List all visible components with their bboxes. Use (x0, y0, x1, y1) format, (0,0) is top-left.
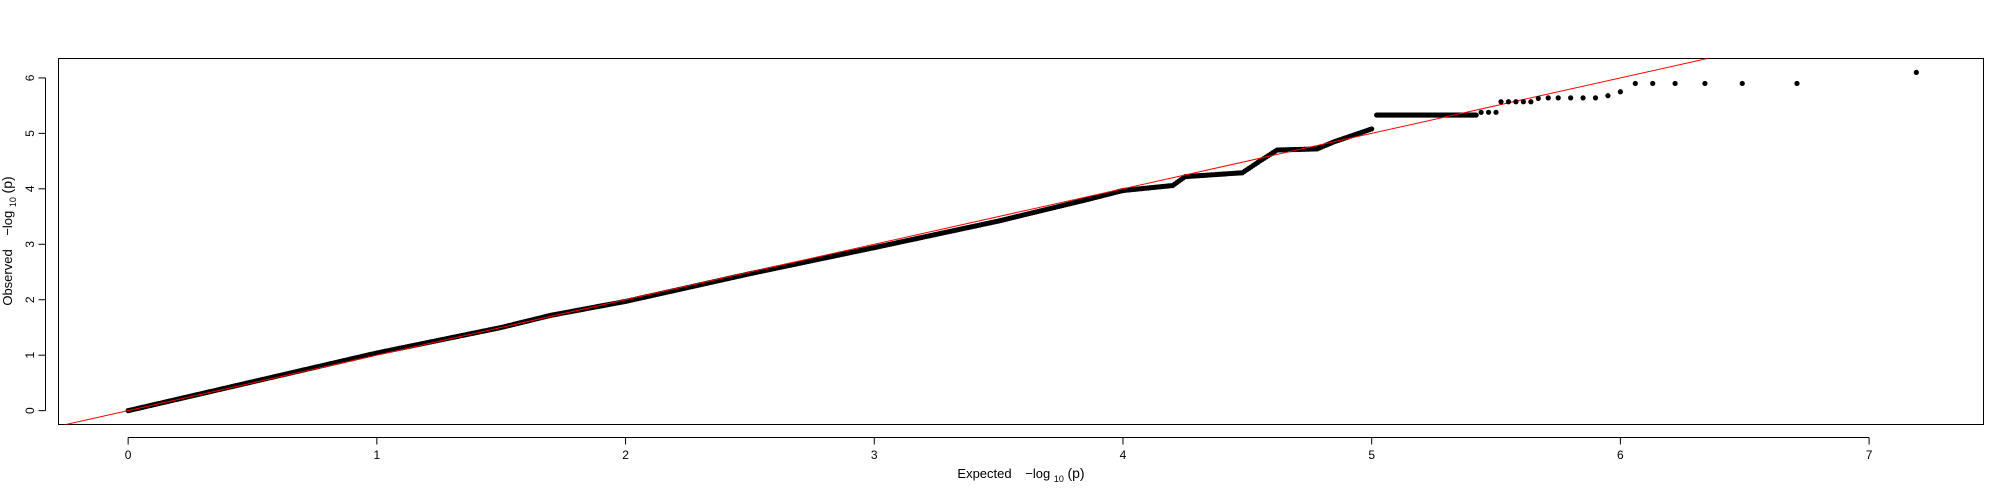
qq-tail-point (1605, 93, 1611, 99)
x-tick-label: 5 (1368, 448, 1375, 462)
x-tick-label: 4 (1120, 448, 1127, 462)
qq-tail-point (1794, 80, 1800, 87)
qq-tail-point (1520, 99, 1526, 105)
qq-tail-point (1617, 89, 1623, 95)
y-tick-label: 3 (23, 241, 37, 248)
x-axis-expr-prefix: −log (1025, 466, 1050, 481)
qq-tail-point (1672, 80, 1678, 87)
axes: 0 1 2 3 4 5 6 7 0 1 2 3 4 5 6 (23, 74, 1873, 462)
qq-tail-point (1913, 69, 1919, 75)
x-tick-label: 1 (374, 448, 381, 462)
y-tick-label: 6 (23, 74, 37, 81)
y-tick-label: 2 (23, 296, 37, 303)
qq-tail-point (1535, 95, 1541, 102)
qq-tail-point (1555, 95, 1561, 101)
y-tick-label: 5 (23, 130, 37, 137)
x-axis-label: Expected (957, 466, 1011, 481)
qq-tail-point (1513, 99, 1519, 105)
y-tick-label: 4 (23, 185, 37, 192)
qq-tail-point (1580, 95, 1586, 101)
x-tick-label: 6 (1617, 448, 1624, 462)
qq-tail-point (1650, 80, 1656, 87)
x-axis-expr-argument: (p) (1067, 465, 1084, 481)
x-tick-label: 7 (1866, 448, 1873, 462)
qq-tail-point (1528, 99, 1534, 105)
plot-frame (58, 58, 1984, 425)
qq-tail-point (1478, 109, 1484, 115)
y-axis-label: Observed (0, 249, 15, 305)
qq-tail-point (1498, 99, 1504, 105)
qq-tail-point (1545, 95, 1551, 101)
y-axis-expr-subscript: 10 (8, 197, 18, 207)
y-tick-label: 1 (23, 352, 37, 359)
x-axis-expr-subscript: 10 (1054, 474, 1064, 484)
y-axis-expr-prefix: −log (0, 211, 15, 236)
y-tick-label: 0 (23, 407, 37, 414)
qq-tail-point (1739, 80, 1745, 87)
qq-point (1473, 112, 1479, 118)
plot-area (63, 58, 1919, 425)
qq-tail-point (1702, 80, 1708, 87)
qq-tail-point (1568, 95, 1574, 101)
x-tick-label: 3 (871, 448, 878, 462)
x-axis-title: Expected −log 10 (p) (957, 465, 1084, 485)
y-axis-title: Observed −log 10 (p) (0, 176, 19, 305)
qq-tail-point (1592, 95, 1599, 101)
qq-tail-point (1505, 99, 1512, 105)
qq-tail-point (1632, 80, 1638, 87)
y-axis-expr-argument: (p) (0, 176, 15, 193)
reference-line (63, 58, 1710, 425)
qq-tail-point (1493, 109, 1499, 115)
qq-tail-point (1485, 109, 1492, 115)
x-tick-label: 0 (125, 448, 132, 462)
x-tick-label: 2 (622, 448, 629, 462)
qq-point (1369, 126, 1375, 132)
